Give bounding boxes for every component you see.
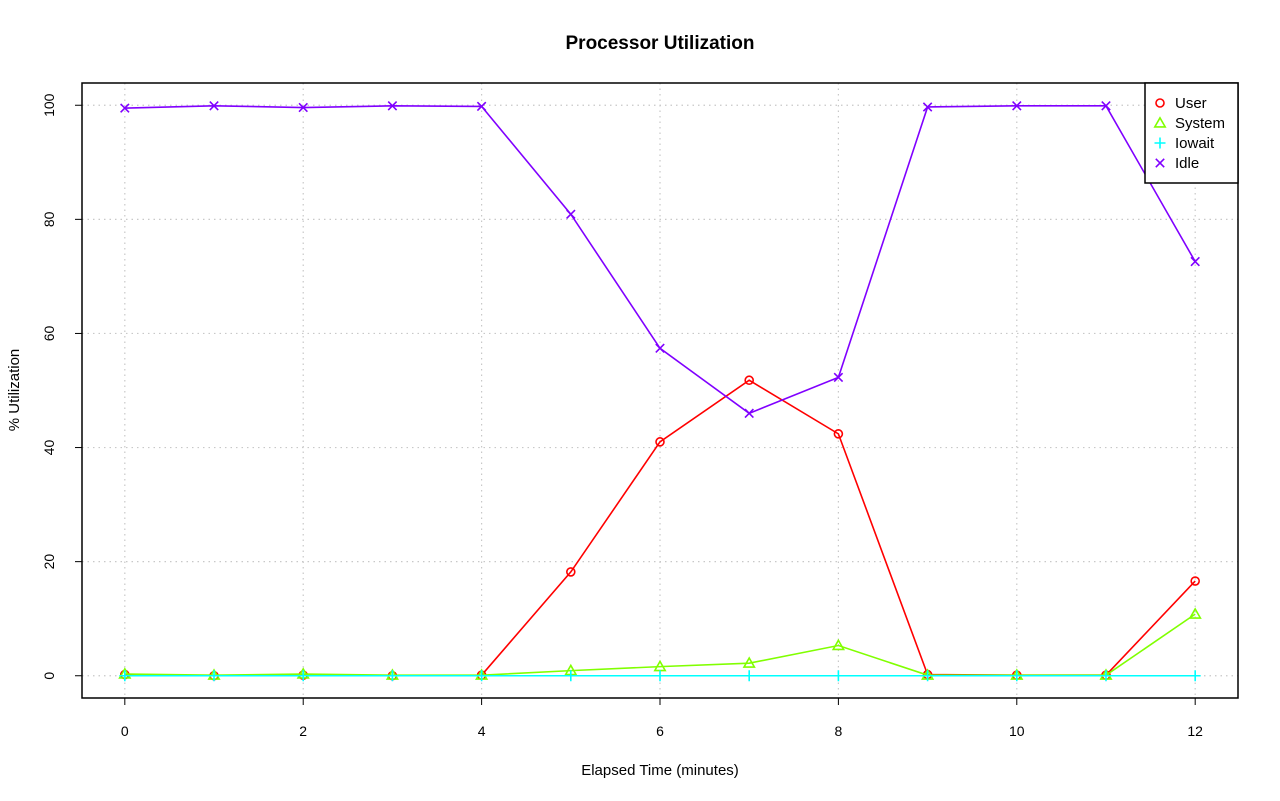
legend-label-idle: Idle [1175,155,1199,172]
data-point-idle [298,102,308,113]
y-tick-label: 0 [41,672,57,680]
x-axis-label: Elapsed Time (minutes) [581,762,739,779]
data-point-system [831,638,845,651]
x-tick-label: 0 [121,723,129,739]
data-point-iowait [297,670,309,682]
grid-lines [82,83,1238,698]
data-point-iowait [119,670,131,682]
data-point-user [566,567,576,577]
data-point-user [744,375,754,386]
data-point-system [742,656,756,668]
series-layer [118,101,1202,682]
data-point-system [1188,607,1202,619]
data-point-idle [1101,101,1111,111]
data-point-user [1190,576,1200,586]
data-point-iowait [1189,670,1201,682]
axes: 0 2 4 6 8 10 12 0 20 40 60 80 100 [41,82,1239,739]
legend-marker-idle [1155,158,1165,168]
x-tick-label: 2 [299,723,307,739]
data-point-idle [1190,256,1200,267]
data-point-idle [209,101,219,111]
series-idle [120,101,1200,419]
x-tick-label: 4 [478,723,486,739]
data-point-idle [476,101,487,112]
data-point-idle [744,408,754,419]
data-point-idle [566,209,576,219]
legend-label-user: User [1175,95,1207,112]
legend: User System Iowait Idle [1144,82,1239,184]
x-tick-label: 6 [656,723,664,739]
y-tick-label: 40 [41,440,57,456]
x-tick-label: 8 [834,723,842,739]
chart-title: Processor Utilization [566,33,755,54]
data-point-user [655,437,665,447]
data-point-idle [922,102,933,112]
data-point-idle [120,103,130,113]
data-point-user [833,429,844,439]
legend-marker-system [1153,116,1167,128]
y-axis-label: % Utilization [6,349,23,432]
y-tick-label: 60 [41,325,57,341]
x-tick-label: 10 [1009,723,1025,739]
legend-label-system: System [1175,115,1225,132]
y-tick-label: 20 [41,554,57,570]
data-point-iowait [208,670,220,682]
data-point-iowait [743,670,755,682]
legend-marker-iowait [1154,137,1166,149]
data-point-iowait [654,670,666,682]
data-point-iowait [565,670,577,682]
legend-label-iowait: Iowait [1175,135,1215,152]
data-point-iowait [1011,670,1023,682]
data-point-iowait [1100,670,1112,682]
y-tick-label: 100 [41,93,57,117]
data-point-idle [833,372,844,383]
data-point-idle [387,101,398,111]
legend-marker-user [1155,98,1165,108]
data-point-idle [1012,101,1022,111]
data-point-iowait [476,670,488,682]
data-point-idle [655,343,665,354]
data-point-iowait [386,670,398,682]
y-tick-label: 80 [41,211,57,227]
data-point-iowait [922,670,934,682]
data-point-iowait [832,670,844,682]
series-iowait [119,670,1201,682]
x-tick-label: 12 [1187,723,1203,739]
